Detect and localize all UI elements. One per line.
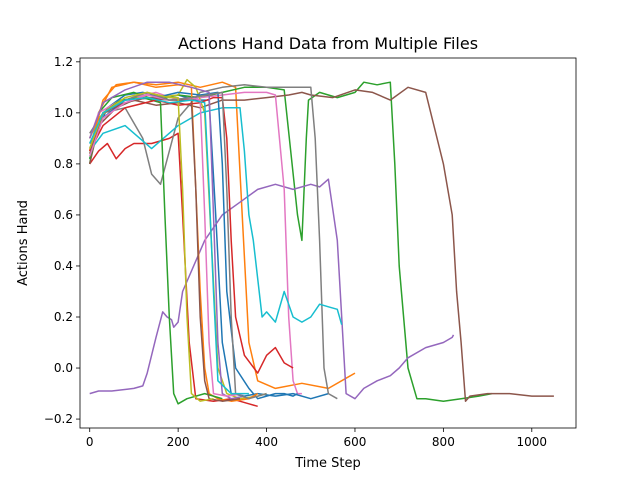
series-line-10 [89, 107, 343, 325]
series-line-17 [88, 94, 245, 397]
series-layer [88, 78, 554, 408]
series-line-14 [89, 96, 294, 374]
x-tick-label: 200 [167, 435, 190, 449]
series-line-8 [89, 84, 338, 400]
y-axis: −0.2 0.0 0.2 0.4 0.6 0.8 1.0 1.2 [44, 55, 80, 426]
series-line-20 [89, 96, 249, 395]
x-axis: 0 200 400 600 800 1000 [86, 428, 547, 449]
series-line-15 [88, 81, 245, 400]
x-tick-label: 600 [344, 435, 367, 449]
series-line-1 [88, 91, 329, 400]
plot-frame [79, 57, 577, 429]
chart-title: Actions Hand Data from Multiple Files [178, 34, 478, 53]
x-tick-label: 400 [255, 435, 278, 449]
y-tick-label: 0.6 [54, 208, 73, 222]
y-tick-label: 1.2 [54, 55, 73, 69]
y-tick-label: 0.4 [54, 259, 73, 273]
x-tick-label: 800 [432, 435, 455, 449]
y-axis-label: Actions Hand [16, 200, 31, 286]
y-tick-label: −0.2 [44, 412, 73, 426]
series-line-5 [89, 178, 455, 400]
x-tick-label: 0 [86, 435, 94, 449]
series-line-19 [88, 91, 214, 402]
x-axis-label: Time Step [294, 456, 361, 471]
y-tick-label: 0.2 [54, 310, 73, 324]
y-tick-label: 1.0 [54, 106, 73, 120]
y-tick-label: 0.0 [54, 361, 73, 375]
y-tick-label: 0.8 [54, 157, 73, 171]
x-tick-label: 1000 [517, 435, 548, 449]
plot-area [79, 57, 577, 429]
